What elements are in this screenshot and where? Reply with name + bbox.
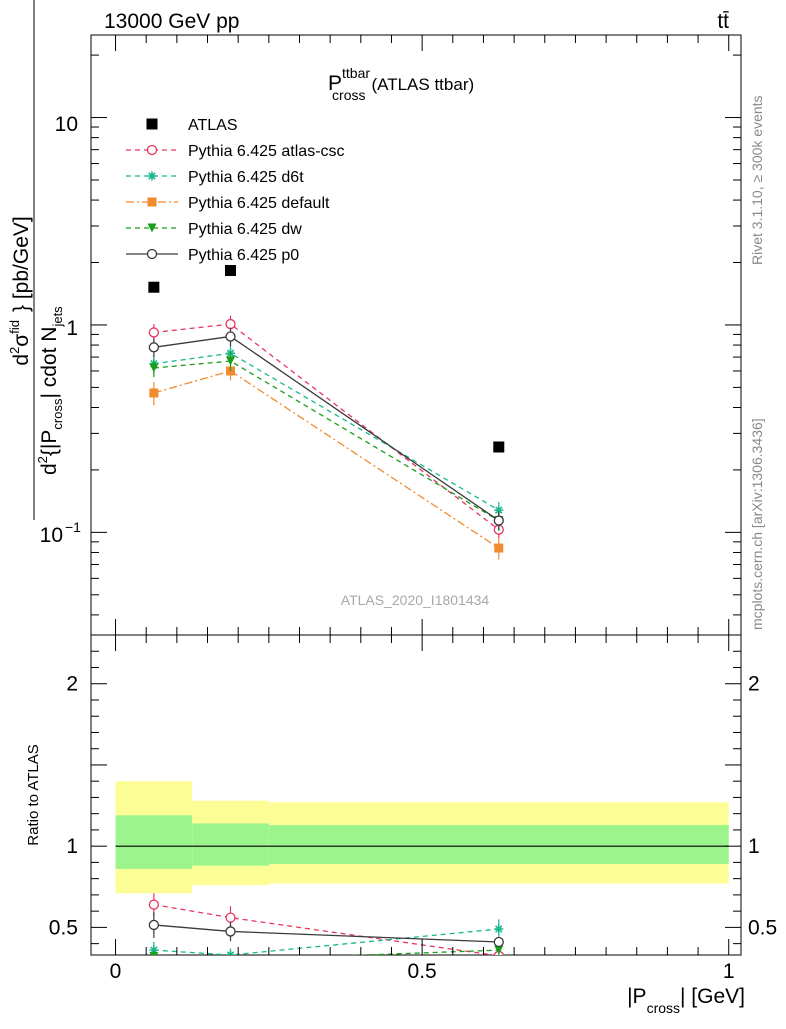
data-point	[148, 342, 160, 353]
data-point	[149, 388, 159, 398]
atlas-data-point	[225, 265, 237, 277]
legend-marker	[147, 197, 157, 207]
atlas-data	[148, 265, 505, 453]
analysis-watermark: ATLAS_2020_I1801434	[341, 592, 490, 608]
series-2	[149, 362, 504, 560]
x-tick-label: 0	[110, 960, 122, 983]
atlas-data-point	[493, 441, 505, 453]
ratio-point	[226, 955, 235, 964]
data-point	[149, 363, 159, 373]
legend: ATLAS Pythia 6.425 atlas-csc Pythia 6.42…	[126, 117, 345, 264]
ratio-point	[149, 952, 159, 955]
svg-text:} [pb/GeV]: } [pb/GeV]	[10, 216, 33, 312]
ratio-y-tick-label-right: 0.5	[748, 916, 777, 939]
x-axis-label: |Pcross| [GeV]	[627, 985, 745, 1016]
main-y-axis-label: d2σfid d2{|Pcross| cdot Njets } [pb/GeV]	[7, 0, 65, 520]
ratio-y-tick-label-left: 1	[66, 835, 78, 858]
ratio-plot-frame	[90, 634, 742, 956]
ratio-point	[225, 912, 236, 923]
series-4	[148, 327, 504, 531]
ratio-plot-area	[115, 781, 729, 964]
ratio-y-tick-label-left: 0.5	[49, 916, 78, 939]
legend-label-p0: Pythia 6.425 p0	[188, 247, 299, 264]
main-plot-area	[148, 265, 505, 560]
series-line	[153, 360, 500, 522]
y-tick-label-10: 10	[55, 113, 78, 136]
legend-label-atlas: ATLAS	[188, 117, 238, 134]
ratio-point	[225, 926, 236, 937]
uncertainty-band-green	[115, 815, 193, 869]
atlas-data-point	[148, 281, 160, 293]
legend-label-atlas-csc: Pythia 6.425 atlas-csc	[188, 143, 345, 160]
series-0	[148, 315, 504, 539]
legend-marker	[146, 248, 158, 260]
legend-marker	[146, 144, 158, 156]
ratio-series-2	[149, 943, 504, 964]
ratio-y-tick-label-right: 1	[748, 835, 760, 858]
series-line	[153, 352, 500, 511]
ratio-series-group	[148, 893, 504, 964]
data-point	[226, 356, 236, 366]
legend-marker	[147, 223, 157, 233]
plot-title: Pttbar cross(ATLAS ttbar)	[328, 65, 474, 103]
y-tick-label-0.1-exponent: −1	[65, 519, 81, 535]
ratio-series-0	[148, 893, 504, 955]
legend-label-d6t: Pythia 6.425 d6t	[188, 169, 304, 186]
ratio-point	[148, 899, 160, 910]
header-process: 13000 GeV pp	[104, 10, 239, 33]
ratio-series-3	[148, 911, 504, 948]
ratio-y-tick-label-left: 2	[66, 673, 78, 696]
svg-text:d2σfid: d2σfid	[7, 320, 33, 366]
x-tick-label: 0.5	[408, 960, 437, 983]
x-tick-label: 1	[723, 960, 735, 983]
ratio-line	[346, 949, 499, 955]
legend-label-default: Pythia 6.425 default	[188, 195, 330, 212]
data-point	[494, 505, 504, 515]
main-axis-ticks	[91, 35, 741, 635]
data-point	[494, 543, 504, 553]
data-point	[225, 318, 236, 330]
ratio-line	[153, 924, 499, 943]
y-tick-label-0.1: 10	[40, 524, 63, 547]
uncertainty-band-green	[268, 825, 729, 865]
ratio-line	[153, 904, 498, 955]
series-line	[153, 323, 500, 531]
ratio-y-axis-label: Ratio to ATLAS	[25, 744, 42, 845]
data-point	[493, 515, 504, 526]
ratio-point	[493, 936, 504, 948]
data-point	[148, 327, 160, 338]
legend-marker-atlas	[146, 118, 158, 130]
ratio-point	[494, 945, 504, 955]
ratio-point	[494, 924, 504, 934]
data-point	[225, 331, 236, 342]
ratio-point	[148, 919, 160, 931]
series-line	[153, 370, 500, 549]
svg-text:d2{|Pcross| cdot Njets: d2{|Pcross| cdot Njets	[35, 306, 65, 475]
legend-label-dw: Pythia 6.425 dw	[188, 221, 302, 238]
y-tick-label-1: 1	[66, 317, 78, 340]
rivet-version-label: Rivet 3.1.10, ≥ 300k events	[749, 95, 765, 265]
uncertainty-band-green	[192, 823, 269, 866]
series-line	[153, 335, 500, 522]
mcplots-label: mcplots.cern.ch [arXiv:1306.3436]	[749, 418, 765, 630]
ratio-y-tick-label-right: 2	[748, 673, 760, 696]
ratio-line	[153, 928, 499, 955]
header-final-state: tt̄	[717, 10, 729, 33]
legend-marker	[147, 171, 157, 181]
ratio-axis-ticks: 0.5 0.5 1 1 2 2 0 0.5 1	[49, 635, 777, 983]
